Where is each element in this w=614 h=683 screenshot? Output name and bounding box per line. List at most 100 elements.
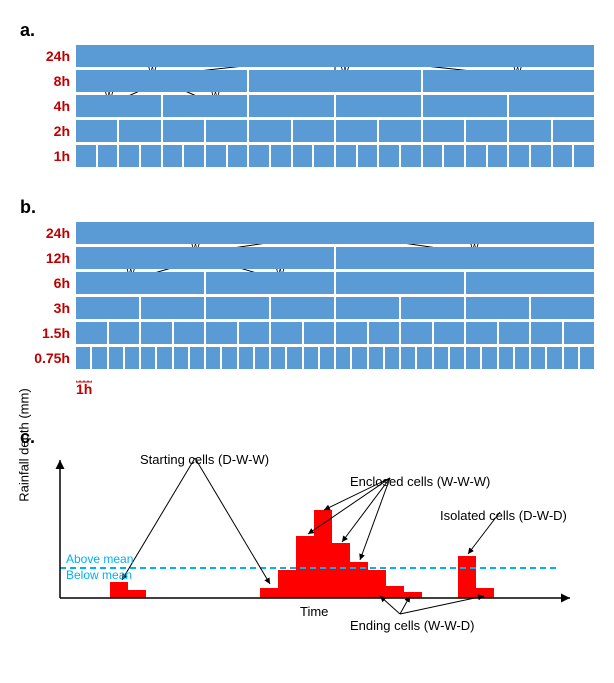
block: [76, 120, 117, 142]
bar: [386, 586, 404, 598]
level-label: 24h: [20, 45, 76, 67]
block: [76, 247, 334, 269]
panel-b: b. w1w2w1w2 24h12h6h3h1.5h0.75h ⎵⎵⎵⎵ 1h: [20, 197, 594, 397]
block: [174, 347, 188, 369]
block: [125, 347, 139, 369]
cascade-b: w1w2w1w2 24h12h6h3h1.5h0.75h: [20, 222, 594, 369]
block: [336, 272, 464, 294]
below-mean-label: Below mean: [66, 568, 132, 582]
block: [401, 297, 464, 319]
block: [564, 322, 595, 344]
block: [369, 347, 383, 369]
block: [423, 120, 464, 142]
cascade-a: w1w2w3w1w2 24h8h4h2h1h: [20, 45, 594, 167]
annot-ending: Ending cells (W-W-D): [350, 618, 474, 633]
block: [466, 347, 480, 369]
block: [206, 120, 247, 142]
cascade-level: 0.75h: [20, 347, 594, 369]
block: [466, 272, 594, 294]
block: [336, 322, 367, 344]
bar: [476, 588, 494, 598]
block: [287, 347, 301, 369]
block: [76, 222, 594, 244]
block: [271, 297, 334, 319]
level-blocks: [76, 95, 594, 117]
bar: [110, 582, 128, 598]
block: [76, 347, 90, 369]
cascade-level: 8h: [20, 70, 594, 92]
level-blocks: [76, 222, 594, 244]
level-blocks: [76, 247, 594, 269]
block: [336, 120, 377, 142]
block: [109, 347, 123, 369]
block: [76, 322, 107, 344]
cascade-level: 1h: [20, 145, 594, 167]
level-label: 3h: [20, 297, 76, 319]
bar: [458, 556, 476, 598]
block: [249, 95, 334, 117]
block: [320, 347, 334, 369]
x-axis-label: Time: [300, 604, 328, 619]
y-axis-label: Rainfall depth (mm): [17, 388, 32, 501]
above-mean-label: Above mean: [66, 552, 133, 566]
block: [206, 145, 226, 167]
block: [466, 145, 486, 167]
block: [401, 322, 432, 344]
block: [336, 297, 399, 319]
level-label: 2h: [20, 120, 76, 142]
bar: [404, 592, 422, 598]
block: [531, 297, 594, 319]
bracket-1h-label: 1h: [76, 381, 594, 397]
cascade-level: 3h: [20, 297, 594, 319]
block: [206, 347, 220, 369]
block: [76, 145, 96, 167]
block: [423, 70, 594, 92]
block: [141, 297, 204, 319]
block: [423, 95, 508, 117]
level-blocks: [76, 322, 594, 344]
annot-isolated: Isolated cells (D-W-D): [440, 508, 567, 523]
block: [379, 120, 420, 142]
level-label: 8h: [20, 70, 76, 92]
block: [444, 145, 464, 167]
chart-wrapper: Starting cells (D-W-W) Enclosed cells (W…: [60, 468, 594, 633]
block: [515, 347, 529, 369]
block: [401, 347, 415, 369]
block: [293, 120, 334, 142]
block: [531, 347, 545, 369]
block: [174, 322, 205, 344]
block: [228, 145, 248, 167]
block: [119, 120, 160, 142]
block: [434, 322, 465, 344]
block: [499, 322, 530, 344]
block: [141, 145, 161, 167]
annot-arrow: [195, 458, 270, 584]
block: [249, 120, 290, 142]
rainfall-chart: Time: [60, 468, 590, 628]
level-label: 1h: [20, 145, 76, 167]
block: [239, 322, 270, 344]
block: [434, 347, 448, 369]
block: [76, 297, 139, 319]
block: [466, 297, 529, 319]
block: [466, 322, 497, 344]
block: [336, 145, 356, 167]
cascade-level: 2h: [20, 120, 594, 142]
block: [450, 347, 464, 369]
cascade-level: 6h: [20, 272, 594, 294]
level-blocks: [76, 347, 594, 369]
block: [109, 322, 140, 344]
block: [206, 322, 237, 344]
bar: [128, 590, 146, 598]
level-label: 6h: [20, 272, 76, 294]
block: [163, 120, 204, 142]
block: [509, 95, 594, 117]
block: [531, 322, 562, 344]
bar: [368, 570, 386, 598]
block: [76, 70, 247, 92]
block: [222, 347, 236, 369]
block: [76, 95, 161, 117]
level-blocks: [76, 70, 594, 92]
panel-a-label: a.: [20, 20, 594, 41]
block: [76, 272, 204, 294]
